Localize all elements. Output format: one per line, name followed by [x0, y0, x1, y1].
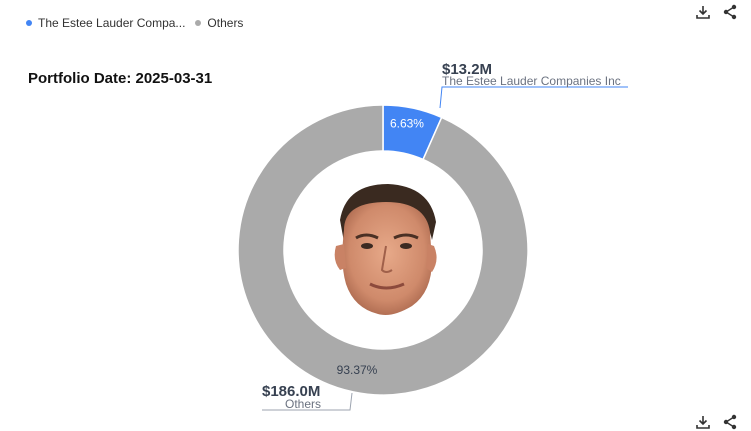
value-label-the-estee-lauder-companies-inc: $13.2M [442, 61, 492, 78]
share-icon-bottom[interactable] [721, 413, 739, 431]
value-label-others: $186.0M [262, 383, 320, 400]
percent-label-the-estee-lauder-companies-inc: 6.63% [390, 116, 424, 130]
portfolio-date: Portfolio Date: 2025-03-31 [28, 70, 213, 87]
share-icon[interactable] [721, 3, 739, 21]
percent-label-others: 93.37% [337, 363, 378, 377]
name-label-the-estee-lauder-companies-inc: The Estee Lauder Companies Inc [442, 74, 621, 88]
investor-portrait [326, 180, 444, 318]
legend-dot-estee [26, 20, 32, 26]
name-label-others: Others [285, 397, 321, 411]
legend-label-estee: The Estee Lauder Compa... [38, 16, 186, 30]
legend-dot-others [195, 20, 202, 26]
legend-item-others[interactable]: Others [195, 16, 243, 30]
legend: The Estee Lauder Compa... Others [26, 16, 243, 30]
leader-line-the-estee-lauder-companies-inc [439, 86, 628, 109]
download-icon[interactable] [694, 3, 712, 21]
legend-label-others: Others [207, 16, 244, 30]
legend-item-estee[interactable]: The Estee Lauder Compa... [26, 16, 185, 30]
slice-others[interactable] [237, 104, 529, 396]
download-icon-bottom[interactable] [694, 413, 712, 431]
leader-line-others [262, 392, 353, 411]
